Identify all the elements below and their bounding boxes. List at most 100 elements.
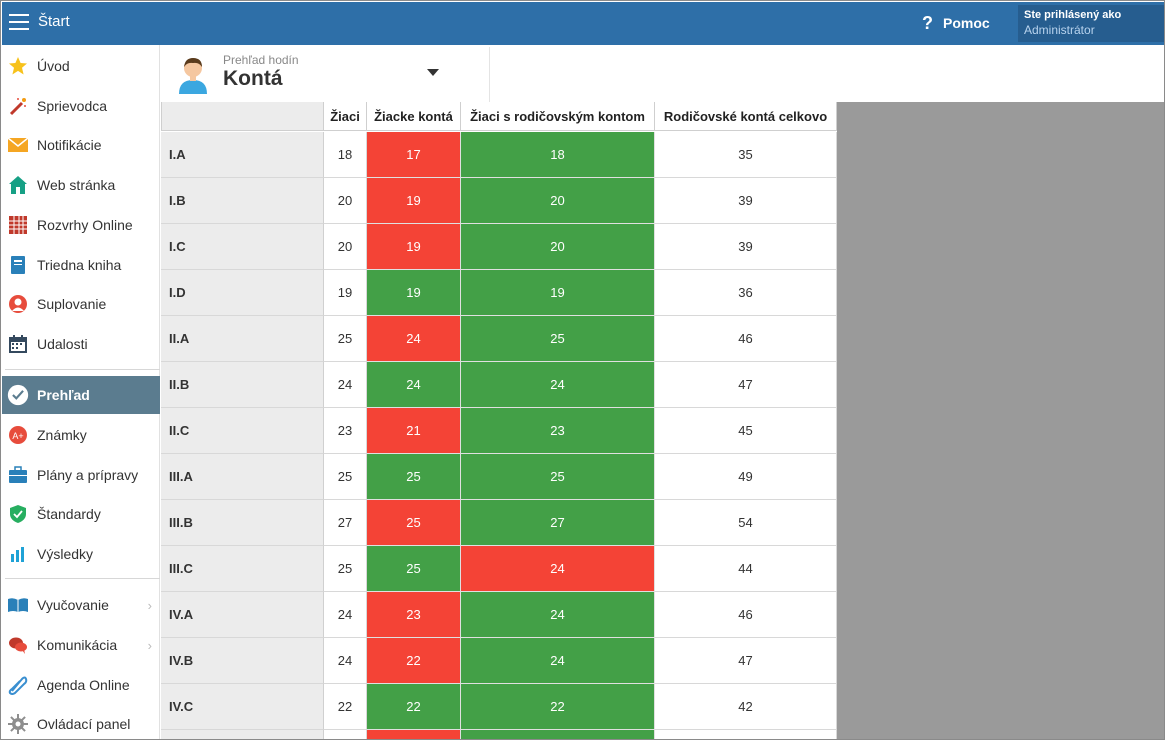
students-count-cell: 25: [324, 454, 367, 500]
class-label-cell: IV.C: [161, 684, 324, 730]
parent-accounts-total-cell: 47: [655, 638, 837, 684]
view-selector[interactable]: Prehľad hodín Kontá: [161, 47, 490, 102]
students-count-cell: 20: [324, 224, 367, 270]
students-with-parent-account-cell: 25: [461, 316, 655, 362]
question-icon: ?: [922, 12, 933, 33]
sidebar-item-label: Ovládací panel: [37, 716, 131, 732]
class-label-cell: IV.B: [161, 638, 324, 684]
sidebar-item-web-stranka[interactable]: Web stránka: [2, 166, 160, 204]
sidebar-item-label: Sprievodca: [37, 98, 108, 114]
login-user: Administrátor: [1024, 23, 1095, 37]
sidebar-item-label: Notifikácie: [37, 137, 102, 153]
sidebar-item-notifikacie[interactable]: Notifikácie: [2, 126, 160, 164]
open-book-icon: [7, 594, 29, 616]
sidebar-item-label: Agenda Online: [37, 677, 130, 693]
student-accounts-cell: 25: [367, 500, 461, 546]
students-count-cell: 25: [324, 546, 367, 592]
check-badge-icon: [7, 384, 29, 406]
sidebar-item-vysledky[interactable]: Výsledky: [2, 535, 160, 573]
header-subtitle: Prehľad hodín: [223, 53, 299, 67]
column-header-ziacke-konta[interactable]: Žiacke kontá: [366, 102, 461, 131]
table-row[interactable]: IV.B 24 22 24 47: [161, 638, 837, 684]
students-count-cell: 27: [324, 500, 367, 546]
class-label-cell: I.A: [161, 132, 324, 178]
sidebar-item-label: Plány a prípravy: [37, 467, 139, 483]
sidebar-item-udalosti[interactable]: Udalosti: [2, 325, 160, 363]
sidebar-item-label: Úvod: [37, 58, 70, 74]
sidebar-item-label: Známky: [37, 427, 87, 443]
students-count-cell: 24: [324, 592, 367, 638]
students-count-cell: 22: [324, 684, 367, 730]
sidebar-item-agenda-online[interactable]: Agenda Online: [2, 666, 160, 704]
student-accounts-cell: 24: [367, 362, 461, 408]
table-row[interactable]: [161, 730, 837, 739]
sidebar-divider: [5, 578, 160, 579]
table-row[interactable]: III.A 25 25 25 49: [161, 454, 837, 500]
student-accounts-cell: 21: [367, 408, 461, 454]
sidebar-item-vyucovanie[interactable]: Vyučovanie ›: [2, 586, 160, 624]
chevron-right-icon: ›: [147, 637, 152, 653]
house-icon: [7, 174, 29, 196]
sidebar-item-ovladaci-panel[interactable]: Ovládací panel: [2, 705, 160, 739]
sidebar-item-suplovanie[interactable]: Suplovanie: [2, 285, 160, 323]
table-row[interactable]: II.A 25 24 25 46: [161, 316, 837, 362]
table-row[interactable]: I.C 20 19 20 39: [161, 224, 837, 270]
login-title: Ste prihlásený ako: [1024, 9, 1122, 21]
sidebar-item-standardy[interactable]: Štandardy: [2, 495, 160, 533]
help-button[interactable]: ? Pomoc: [922, 11, 990, 35]
students-count-cell: 23: [324, 408, 367, 454]
sidebar-item-triedna-kniha[interactable]: Triedna kniha: [2, 246, 160, 284]
column-header-ziaci-rodic[interactable]: Žiaci s rodičovským kontom: [460, 102, 655, 131]
class-label-cell: I.C: [161, 224, 324, 270]
bar-chart-icon: [7, 543, 29, 565]
caret-down-icon[interactable]: [427, 69, 439, 76]
login-box[interactable]: Ste prihlásený ako Administrátor: [1018, 5, 1164, 42]
table-row[interactable]: II.C 23 21 23 45: [161, 408, 837, 454]
table-row[interactable]: III.B 27 25 27 54: [161, 500, 837, 546]
help-label: Pomoc: [943, 15, 990, 31]
students-count-cell: 24: [324, 362, 367, 408]
briefcase-icon: [7, 464, 29, 486]
students-count-cell: [324, 730, 367, 739]
chevron-right-icon: ›: [147, 597, 152, 613]
column-header-ziaci[interactable]: Žiaci: [323, 102, 367, 131]
parent-accounts-total-cell: 39: [655, 224, 837, 270]
sidebar-item-rozvrhy-online[interactable]: Rozvrhy Online: [2, 206, 160, 244]
sidebar-item-znamky[interactable]: A+ Známky: [2, 416, 160, 454]
table-row[interactable]: IV.A 24 23 24 46: [161, 592, 837, 638]
student-accounts-cell: 19: [367, 178, 461, 224]
parent-accounts-total-cell: 46: [655, 592, 837, 638]
sidebar-item-uvod[interactable]: Úvod: [2, 47, 160, 85]
sidebar-item-plany[interactable]: Plány a prípravy: [2, 456, 160, 494]
parent-accounts-total-cell: 39: [655, 178, 837, 224]
table-row[interactable]: I.D 19 19 19 36: [161, 270, 837, 316]
sidebar-item-sprievodca[interactable]: Sprievodca: [2, 87, 160, 125]
students-with-parent-account-cell: 20: [461, 178, 655, 224]
students-with-parent-account-cell: [461, 730, 655, 739]
table-row[interactable]: II.B 24 24 24 47: [161, 362, 837, 408]
empty-area: [837, 102, 1164, 739]
students-with-parent-account-cell: 24: [461, 362, 655, 408]
timetable-icon: [7, 214, 29, 236]
table-row[interactable]: IV.C 22 22 22 42: [161, 684, 837, 730]
sidebar-item-komunikacia[interactable]: Komunikácia ›: [2, 626, 160, 664]
notebook-icon: [7, 254, 29, 276]
sidebar-item-prehlad[interactable]: Prehľad: [2, 376, 160, 414]
paperclip-icon: [7, 674, 29, 696]
students-count-cell: 18: [324, 132, 367, 178]
student-accounts-cell: 25: [367, 546, 461, 592]
table-row[interactable]: I.B 20 19 20 39: [161, 178, 837, 224]
students-with-parent-account-cell: 19: [461, 270, 655, 316]
parent-accounts-total-cell: 35: [655, 132, 837, 178]
menu-icon[interactable]: [9, 14, 29, 31]
class-label-cell: II.B: [161, 362, 324, 408]
person-icon: [7, 293, 29, 315]
column-header-rodicovske[interactable]: Rodičovské kontá celkovo: [654, 102, 837, 131]
students-count-cell: 25: [324, 316, 367, 362]
parent-accounts-total-cell: 36: [655, 270, 837, 316]
sidebar-item-label: Triedna kniha: [37, 257, 122, 273]
table-row[interactable]: I.A 18 17 18 35: [161, 132, 837, 178]
table-row[interactable]: III.C 25 25 24 44: [161, 546, 837, 592]
app-title[interactable]: Štart: [38, 13, 70, 30]
table-header: Žiaci Žiacke kontá Žiaci s rodičovským k…: [161, 102, 837, 131]
